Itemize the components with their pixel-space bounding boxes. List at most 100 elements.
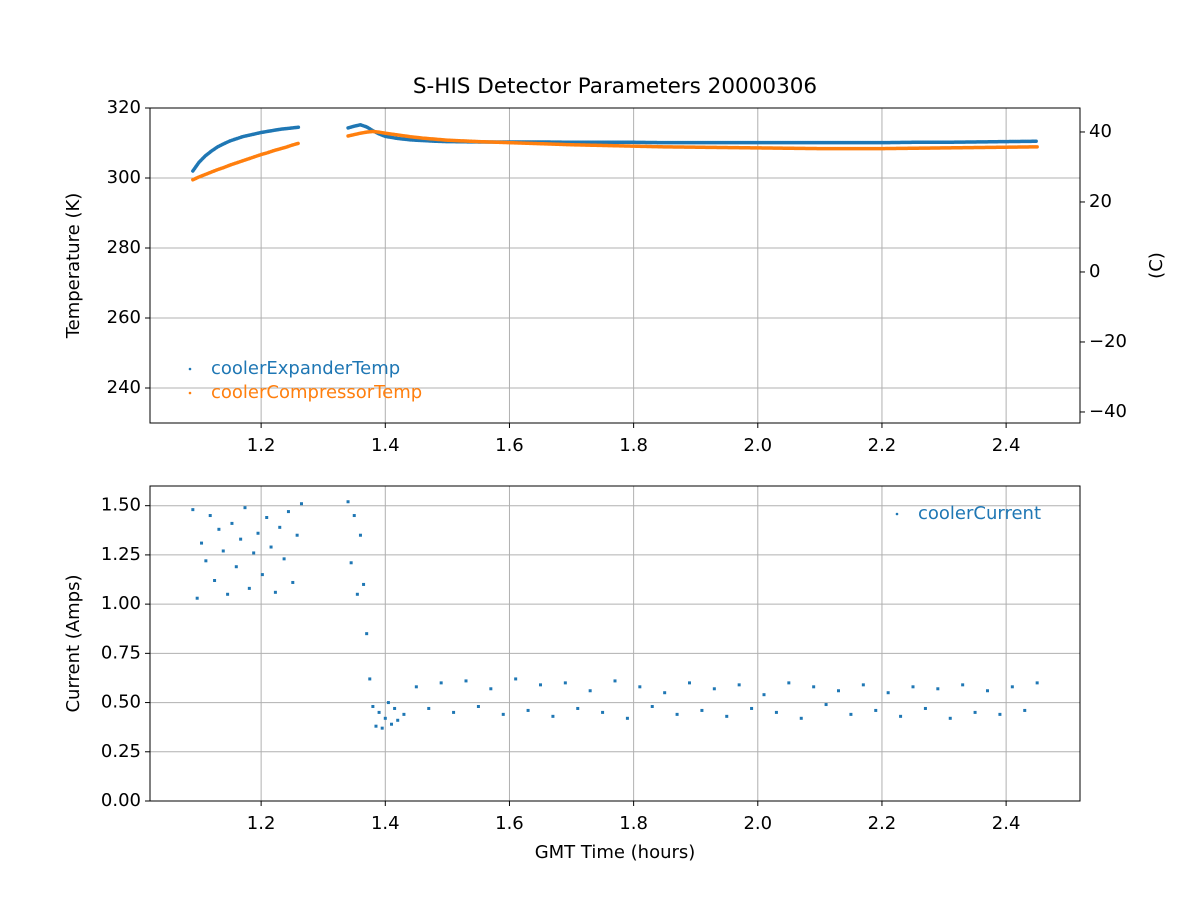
y-tick-label: 0.50 [101, 692, 141, 713]
point [849, 712, 853, 716]
point [230, 521, 234, 525]
point [514, 677, 518, 681]
y-tick-label: 0.75 [101, 642, 141, 663]
y2-tick-label: 20 [1089, 191, 1112, 212]
point [675, 712, 679, 716]
x-tick-label: 1.6 [495, 435, 524, 456]
point [256, 531, 260, 535]
y-tick-label: 1.50 [101, 495, 141, 516]
y2-tick-label: 0 [1089, 261, 1100, 282]
point [439, 681, 443, 685]
point [1010, 685, 1014, 689]
x-tick-label: 1.8 [619, 813, 648, 834]
point [737, 683, 741, 687]
point [452, 710, 456, 714]
point [386, 701, 390, 705]
point [464, 679, 468, 683]
point [923, 706, 927, 710]
plot-area [150, 486, 1080, 801]
y-tick-label: 260 [107, 307, 141, 328]
point [295, 533, 299, 537]
point [576, 706, 580, 710]
x-tick-label: 1.2 [247, 435, 276, 456]
point [588, 689, 592, 693]
point [700, 708, 704, 712]
point [195, 596, 199, 600]
point [638, 685, 642, 689]
point [874, 708, 878, 712]
point [427, 706, 431, 710]
point [393, 706, 397, 710]
legend-marker [895, 512, 899, 516]
point [687, 681, 691, 685]
point [239, 537, 243, 541]
point [774, 710, 778, 714]
point [787, 681, 791, 685]
point [352, 514, 356, 518]
point [221, 549, 225, 553]
point [265, 516, 269, 519]
point [563, 681, 567, 685]
point [291, 580, 295, 584]
point [286, 510, 290, 514]
point [911, 685, 915, 689]
x-tick-label: 2.2 [868, 435, 897, 456]
point [390, 722, 394, 726]
y-tick-label: 240 [107, 377, 141, 398]
point [278, 525, 282, 529]
y2-tick-label: −40 [1089, 401, 1127, 422]
point [539, 683, 543, 687]
chart-title: S-HIS Detector Parameters 20000306 [413, 74, 817, 99]
y-tick-label: 0.25 [101, 741, 141, 762]
point [725, 714, 729, 718]
point [380, 726, 384, 730]
point [985, 689, 989, 693]
point [973, 710, 977, 714]
point [234, 565, 238, 569]
legend-label: coolerExpanderTemp [211, 358, 400, 379]
point [204, 559, 208, 563]
point [663, 691, 667, 695]
x-tick-label: 2.4 [992, 435, 1021, 456]
y2-tick-label: 40 [1089, 121, 1112, 142]
plot-area [150, 108, 1080, 423]
point [217, 527, 221, 531]
x-tick-label: 1.4 [371, 435, 400, 456]
point [243, 506, 247, 510]
point [252, 551, 256, 555]
point [1035, 681, 1039, 685]
point [269, 545, 273, 549]
point [961, 683, 965, 687]
y-tick-label: 1.25 [101, 544, 141, 565]
legend-label: coolerCompressorTemp [211, 382, 422, 403]
point [625, 716, 629, 720]
x-axis-label: GMT Time (hours) [535, 842, 696, 863]
y-tick-label: 300 [107, 167, 141, 188]
point [213, 579, 217, 582]
x-tick-label: 2.4 [992, 813, 1021, 834]
x-tick-label: 2.0 [743, 435, 772, 456]
point [650, 705, 654, 708]
series-line [191, 129, 1039, 182]
point [750, 706, 754, 710]
point [998, 712, 1002, 716]
y2-tick-label: −20 [1089, 331, 1127, 352]
point [812, 685, 816, 689]
y-tick-label: 280 [107, 237, 141, 258]
point [613, 679, 617, 683]
series-line [191, 123, 1039, 173]
point [299, 502, 303, 506]
point [191, 508, 195, 512]
point [824, 703, 828, 707]
y2-axis-label: (C) [1146, 252, 1167, 279]
point [836, 689, 840, 693]
y-tick-label: 0.00 [101, 790, 141, 811]
point [346, 500, 350, 504]
legend-marker [188, 367, 192, 371]
point [374, 724, 378, 728]
point [899, 714, 903, 718]
y-tick-label: 1.00 [101, 593, 141, 614]
x-tick-label: 1.2 [247, 813, 276, 834]
